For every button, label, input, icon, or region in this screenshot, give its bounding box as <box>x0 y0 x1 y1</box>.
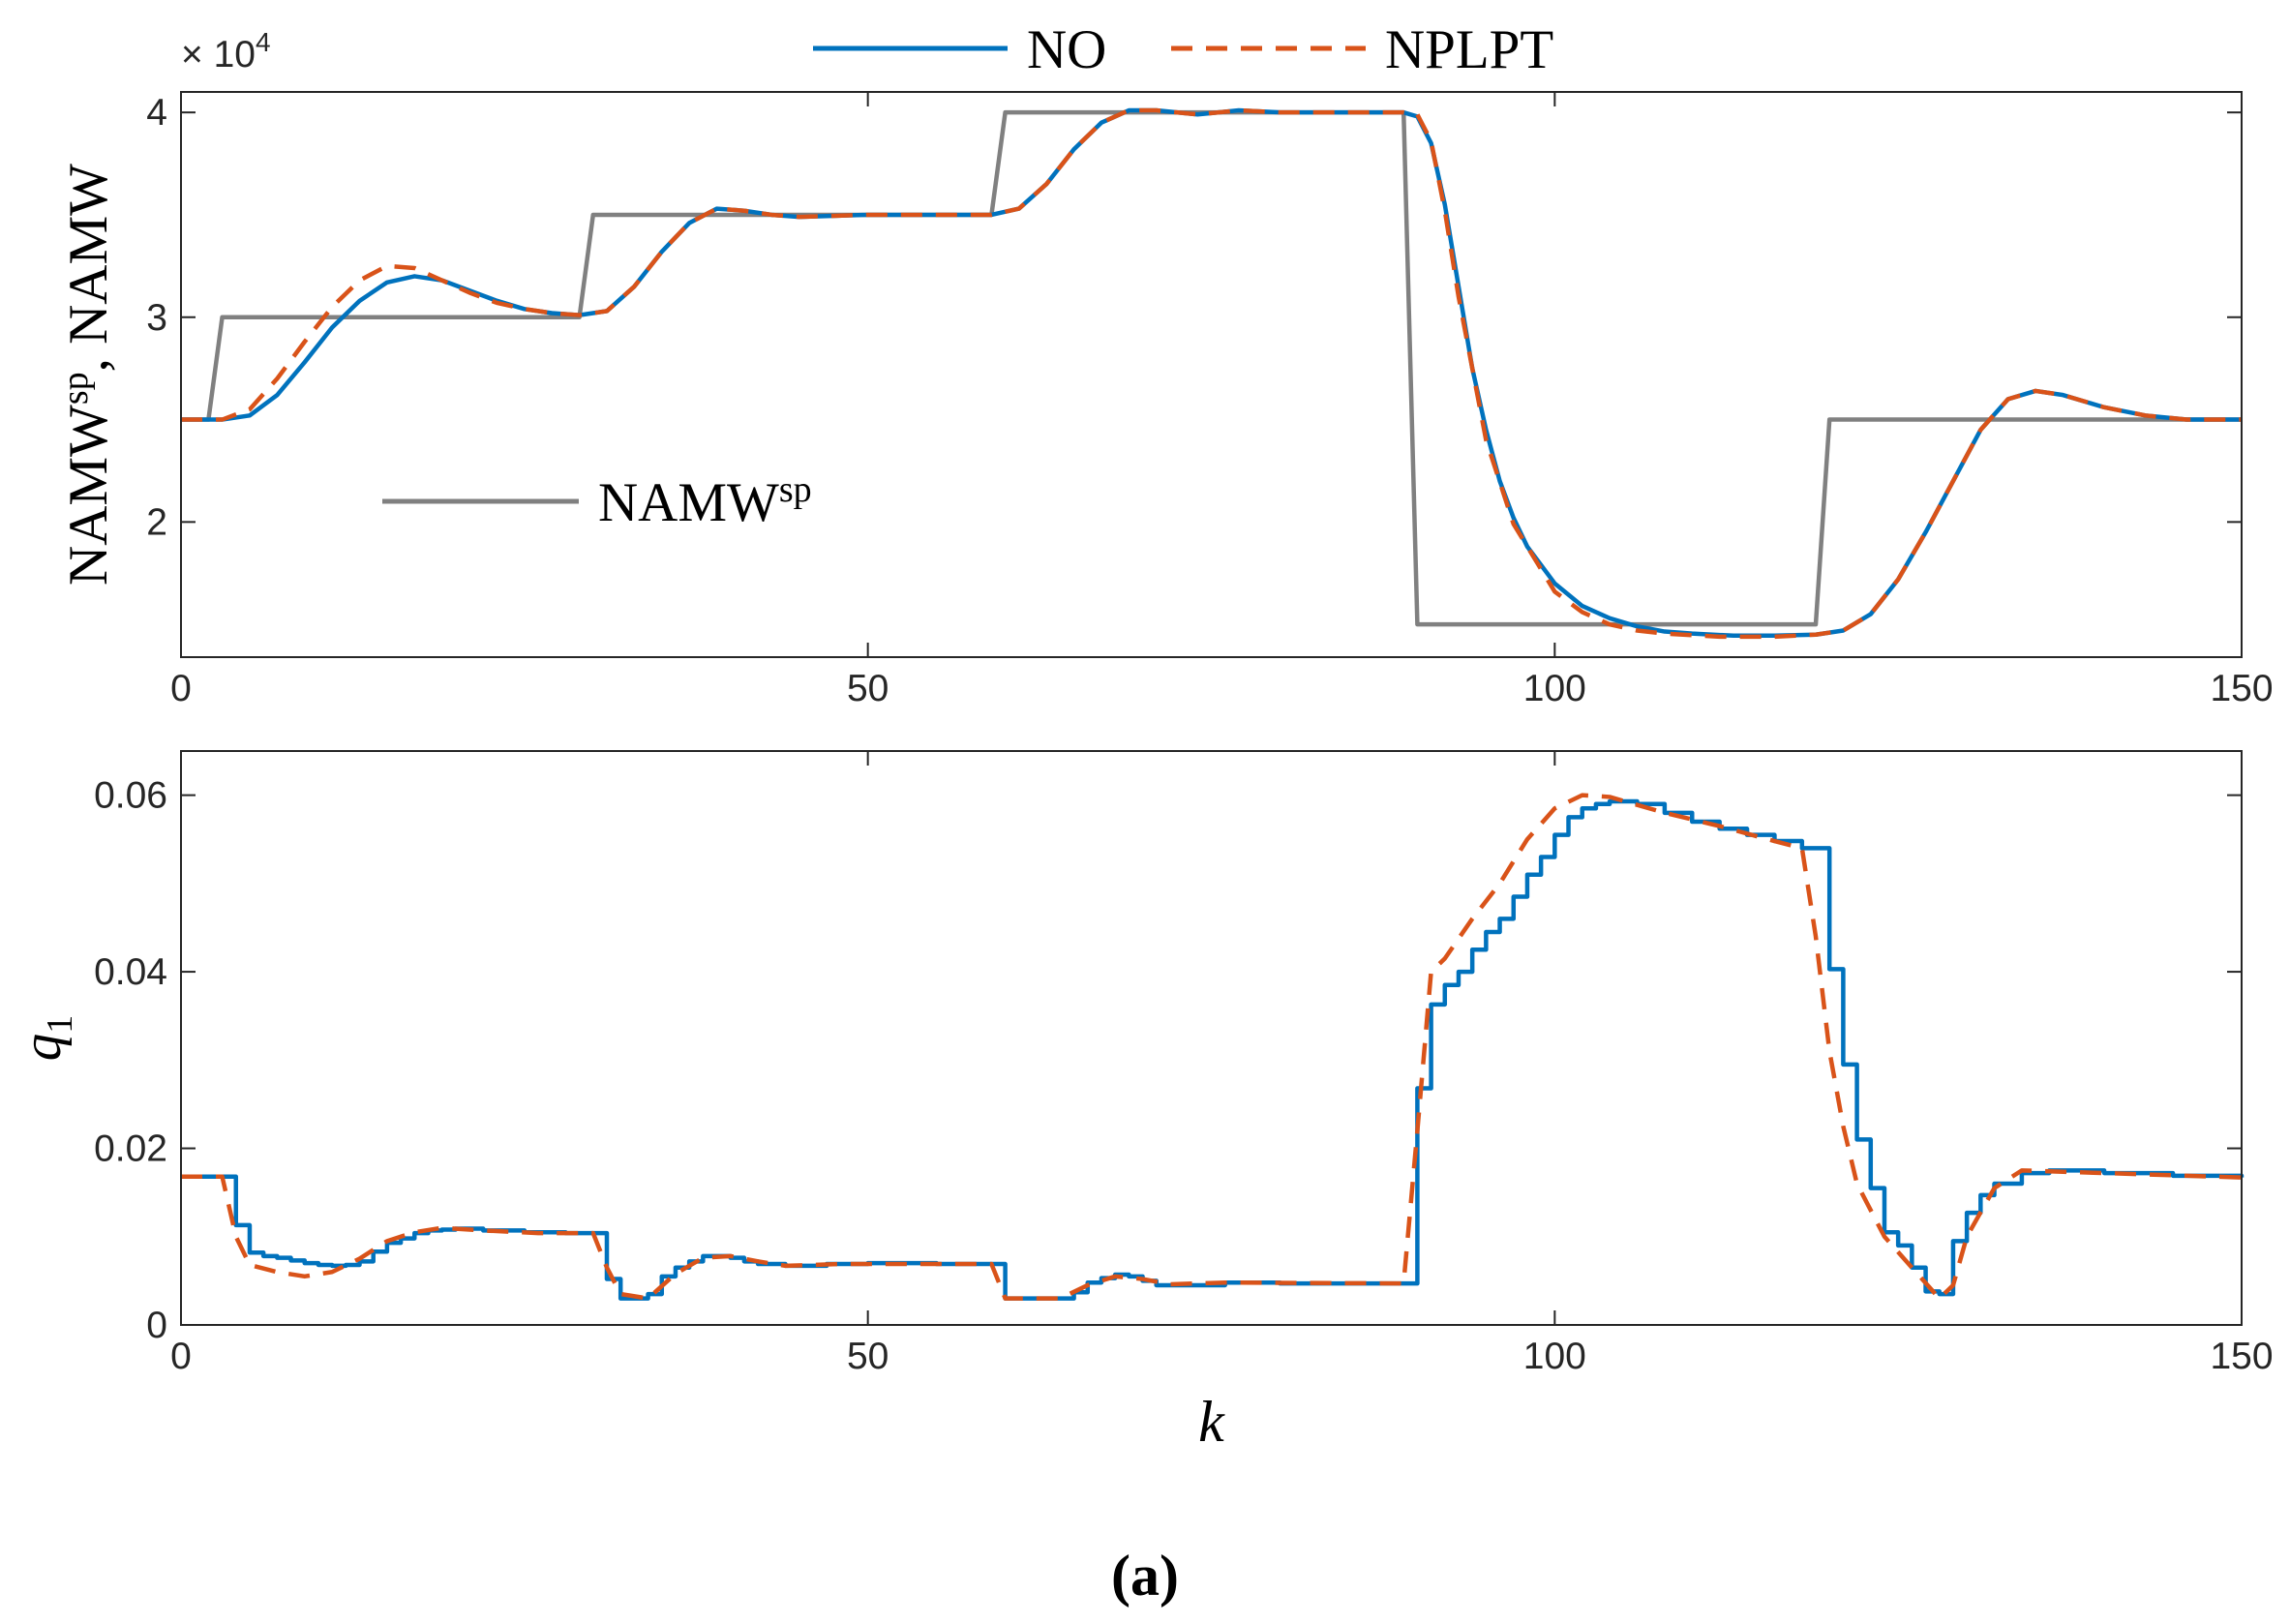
y-axis-label: q1 <box>12 1015 80 1062</box>
plot-area <box>181 751 2242 1325</box>
y-axis-label-rest: , NAMW <box>58 164 119 373</box>
x-tick-label: 50 <box>847 668 889 709</box>
legend-name-sup: sp <box>779 469 812 510</box>
x-axis-label: k <box>1198 1390 1225 1454</box>
y-axis-label-sub: 1 <box>40 1015 80 1034</box>
y-axis-label-main: NAMW <box>58 405 119 586</box>
x-tick-label: 150 <box>2210 668 2273 709</box>
legend-label: NPLPT <box>1385 19 1553 80</box>
figure-caption: (a) <box>1111 1544 1179 1608</box>
legend-label: NAMWsp <box>598 469 812 533</box>
y-axis-label-sup: sp <box>55 372 96 405</box>
y-tick-label: 0.04 <box>94 951 167 993</box>
series-line <box>181 109 2242 627</box>
y-tick-label: 0.06 <box>94 775 167 817</box>
x-tick-label: 100 <box>1523 1336 1586 1377</box>
multiplier-base: × 10 <box>181 34 256 75</box>
y-tick-label: 2 <box>146 501 167 543</box>
y-tick-label: 0.02 <box>94 1128 167 1170</box>
y-tick-label: 0 <box>146 1305 167 1346</box>
plot-area <box>181 92 2242 657</box>
x-tick-label: 100 <box>1523 668 1586 709</box>
x-tick-label: 0 <box>170 668 192 709</box>
legend-name: NPLPT <box>1385 19 1553 80</box>
multiplier-exponent: 4 <box>256 27 271 57</box>
y-tick-label: 4 <box>146 92 167 134</box>
legend-name: NO <box>1027 19 1106 80</box>
axes-frame <box>180 750 2243 1326</box>
x-tick-label: 0 <box>170 1336 192 1377</box>
x-tick-label: 50 <box>847 1336 889 1377</box>
y-axis-label: NAMWsp, NAMW <box>55 164 119 586</box>
x-tick-label: 150 <box>2210 1336 2273 1377</box>
y-tick-label: 3 <box>146 297 167 339</box>
axes-frame <box>180 91 2243 658</box>
series-line <box>181 793 2243 1301</box>
axis-multiplier: × 104 <box>181 27 271 75</box>
y-axis-label-main: q <box>12 1034 73 1062</box>
series-line <box>181 107 2242 640</box>
legend-label: NO <box>1027 19 1106 80</box>
legend-name: NAMW <box>598 472 779 533</box>
